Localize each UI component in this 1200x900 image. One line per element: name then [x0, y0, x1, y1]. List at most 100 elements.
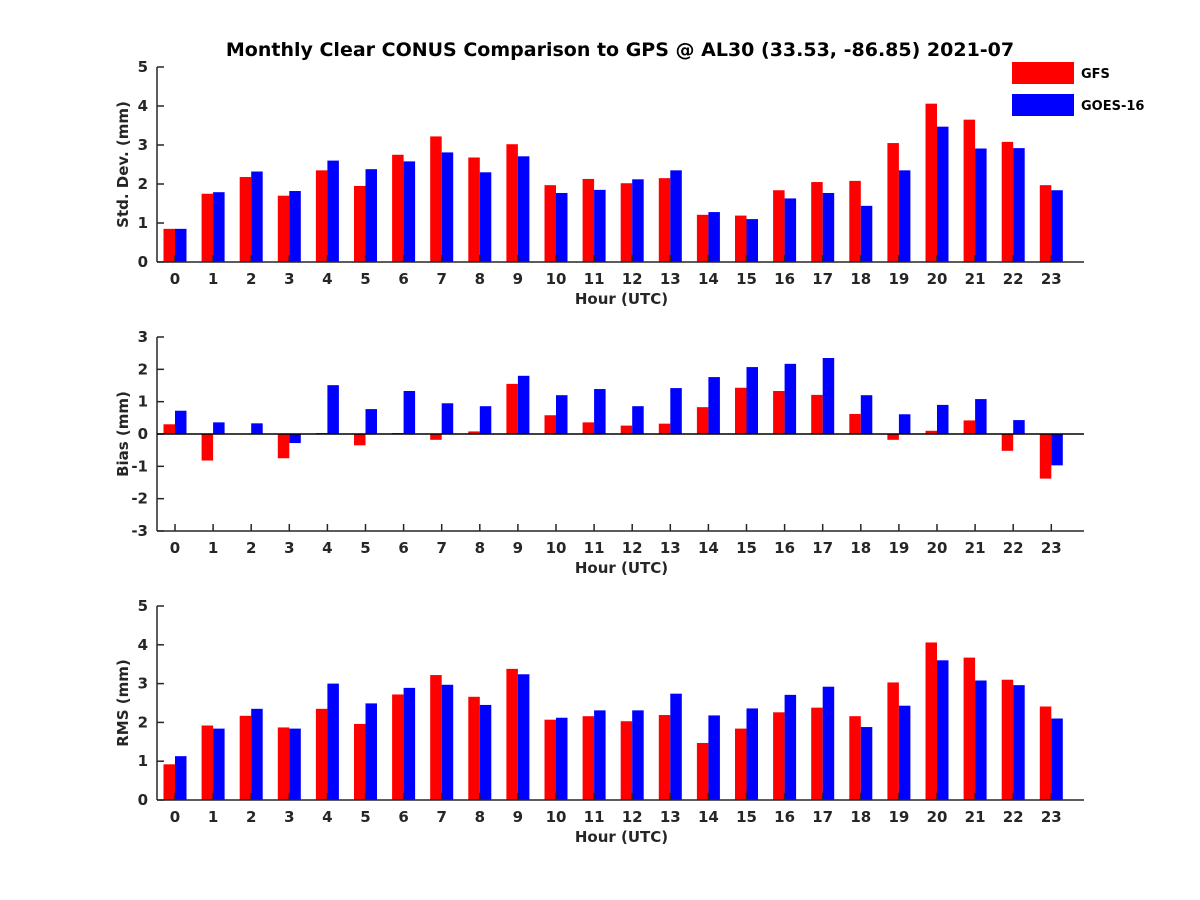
bar-gfs-hour-21	[963, 657, 976, 800]
bar-gfs-hour-17	[811, 707, 823, 800]
bar-gfs-hour-16	[773, 190, 785, 262]
bar-goes16-hour-21	[975, 680, 987, 800]
bar-goes16-hour-11	[594, 189, 606, 262]
bar-gfs-hour-18	[849, 413, 861, 434]
bar-goes16-hour-18	[860, 727, 873, 800]
bar-gfs-hour-15	[735, 215, 747, 262]
bar-gfs-hour-13	[658, 715, 671, 800]
chart-title: Monthly Clear CONUS Comparison to GPS @ …	[226, 39, 1014, 61]
x-tick-label: 5	[360, 539, 370, 557]
x-tick-label: 7	[436, 808, 446, 826]
bar-gfs-hour-10	[544, 185, 556, 262]
legend-swatch-gfs	[1012, 62, 1074, 84]
legend-swatch-goes16	[1012, 94, 1074, 116]
x-tick-label: 17	[812, 808, 833, 826]
bar-gfs-hour-0	[163, 424, 175, 434]
x-tick-label: 23	[1041, 539, 1062, 557]
y-tick-label: -3	[131, 522, 148, 540]
bar-goes16-hour-1	[213, 192, 225, 262]
x-tick-label: 23	[1041, 808, 1062, 826]
bar-goes16-hour-15	[746, 367, 758, 434]
x-tick-label: 5	[360, 270, 370, 288]
bar-gfs-hour-3	[277, 727, 290, 800]
y-tick-label: 3	[138, 136, 148, 154]
bar-goes16-hour-6	[403, 161, 416, 262]
bar-goes16-hour-4	[327, 160, 339, 262]
bar-goes16-hour-16	[784, 363, 797, 434]
bar-goes16-hour-16	[784, 198, 797, 262]
x-tick-label: 21	[965, 539, 986, 557]
bar-goes16-hour-14	[708, 377, 720, 434]
bar-goes16-hour-9	[517, 674, 530, 800]
bar-goes16-hour-16	[784, 694, 797, 800]
x-tick-label: 8	[475, 270, 485, 288]
bar-gfs-hour-12	[620, 721, 633, 800]
bar-gfs-hour-9	[506, 668, 518, 800]
legend-label-goes16: GOES-16	[1081, 99, 1144, 114]
bar-goes16-hour-21	[975, 148, 987, 262]
x-tick-label: 11	[584, 270, 605, 288]
bar-gfs-hour-14	[696, 214, 709, 262]
x-tick-label: 18	[850, 270, 871, 288]
x-tick-label: 14	[698, 270, 719, 288]
bar-gfs-hour-20	[925, 430, 937, 434]
bar-gfs-hour-18	[849, 180, 861, 262]
bar-goes16-hour-2	[251, 708, 263, 800]
bar-gfs-hour-14	[696, 742, 709, 800]
bar-gfs-hour-0	[163, 764, 175, 800]
y-tick-label: -2	[131, 490, 148, 508]
bar-goes16-hour-23	[1051, 190, 1063, 262]
bar-goes16-hour-12	[632, 710, 644, 800]
x-tick-label: 14	[698, 808, 719, 826]
x-tick-label: 4	[322, 808, 332, 826]
y-tick-label: 1	[138, 752, 148, 770]
bar-goes16-hour-11	[594, 710, 606, 800]
bar-goes16-hour-13	[670, 170, 682, 262]
bar-gfs-hour-22	[1001, 679, 1014, 800]
bar-goes16-hour-17	[822, 192, 835, 262]
x-tick-label: 1	[208, 808, 218, 826]
x-tick-label: 16	[774, 270, 795, 288]
bar-gfs-hour-8	[468, 431, 480, 434]
y-tick-label: 3	[138, 328, 148, 346]
bar-goes16-hour-22	[1013, 685, 1025, 800]
x-tick-label: 0	[170, 808, 180, 826]
x-tick-label: 0	[170, 270, 180, 288]
bar-goes16-hour-15	[746, 708, 758, 800]
x-tick-label: 13	[660, 270, 681, 288]
bar-goes16-hour-10	[556, 717, 568, 800]
x-tick-label: 9	[513, 270, 523, 288]
bar-goes16-hour-10	[556, 192, 568, 262]
bar-gfs-hour-23	[1039, 706, 1052, 800]
bar-goes16-hour-8	[479, 704, 492, 800]
x-tick-label: 15	[736, 808, 757, 826]
x-tick-label: 19	[888, 539, 909, 557]
x-tick-label: 1	[208, 539, 218, 557]
bar-gfs-hour-15	[735, 387, 747, 434]
bar-goes16-hour-13	[670, 693, 682, 800]
x-tick-label: 3	[284, 539, 294, 557]
x-tick-label: 17	[812, 270, 833, 288]
bar-goes16-hour-3	[289, 434, 301, 444]
y-tick-label: 2	[138, 713, 148, 731]
y-tick-label: 1	[138, 393, 148, 411]
bar-gfs-hour-11	[582, 178, 595, 262]
bar-goes16-hour-22	[1013, 148, 1025, 262]
bar-gfs-hour-18	[849, 716, 861, 800]
bar-goes16-hour-9	[517, 156, 530, 262]
x-tick-label: 6	[398, 808, 408, 826]
x-tick-label: 12	[622, 808, 643, 826]
bar-goes16-hour-20	[937, 126, 949, 262]
bar-gfs-hour-5	[354, 434, 366, 446]
x-axis-label: Hour (UTC)	[575, 559, 668, 577]
bar-gfs-hour-20	[925, 642, 937, 800]
bar-goes16-hour-23	[1051, 718, 1063, 800]
x-tick-label: 3	[284, 808, 294, 826]
bar-gfs-hour-21	[963, 420, 976, 434]
x-axis-label: Hour (UTC)	[575, 828, 668, 846]
y-tick-label: 0	[138, 253, 148, 271]
bar-gfs-hour-16	[773, 390, 785, 434]
bar-gfs-hour-8	[468, 696, 480, 800]
